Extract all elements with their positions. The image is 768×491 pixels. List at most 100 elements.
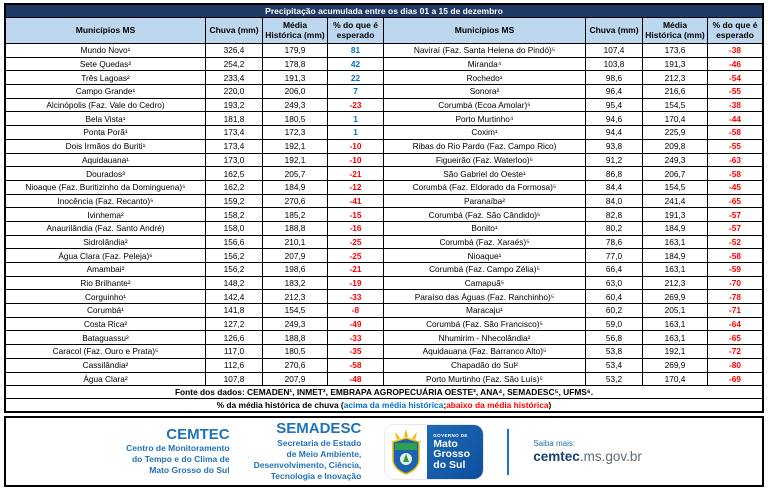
- percent-of-expected-cell: -78: [708, 290, 762, 305]
- rain-value-cell: 158,0: [206, 221, 263, 236]
- rain-value-cell: 181,8: [206, 112, 263, 127]
- municipality-cell: Costa Rica²: [6, 317, 206, 332]
- municipality-cell: Corumbá (Faz. Xaraés)⁵: [384, 235, 586, 250]
- rain-value-cell: 142,4: [206, 290, 263, 305]
- rain-value-cell: 86,8: [586, 167, 643, 181]
- rain-value-cell: 158,2: [206, 208, 263, 222]
- historical-average-cell: 225,9: [643, 126, 708, 140]
- historical-average-cell: 191,3: [643, 57, 708, 72]
- percent-of-expected-cell: -38: [708, 98, 762, 113]
- percent-of-expected-cell: -48: [328, 372, 384, 387]
- header-municipality-right: Municípios MS: [384, 18, 586, 44]
- rain-value-cell: 173,4: [206, 126, 263, 140]
- percent-of-expected-cell: -70: [708, 276, 762, 291]
- municipality-cell: Figueirão (Faz. Waterloo)⁵: [384, 153, 586, 168]
- percent-of-expected-cell: -69: [708, 372, 762, 387]
- rain-value-cell: 173,4: [206, 139, 263, 154]
- percent-of-expected-cell: -10: [328, 153, 384, 168]
- municipality-cell: Nioaque (Faz. Buritizinho da Dominguena)…: [6, 180, 206, 195]
- rain-value-cell: 103,8: [586, 57, 643, 72]
- municipality-cell: Rio Brilhante²: [6, 276, 206, 291]
- table-title: Precipitação acumulada entre os dias 01 …: [6, 5, 762, 18]
- percent-of-expected-cell: -80: [708, 358, 762, 373]
- saiba-mais-label: Saiba mais:: [533, 439, 576, 449]
- website-bold-part: cemtec: [533, 449, 580, 465]
- historical-average-cell: 270,6: [263, 194, 328, 209]
- header-pct-right: % do que é esperado: [708, 18, 762, 44]
- percent-of-expected-cell: -38: [708, 44, 762, 58]
- percent-of-expected-cell: -72: [708, 345, 762, 359]
- municipality-cell: Corumbá (Faz. São Francisco)⁵: [384, 317, 586, 332]
- rain-value-cell: 60,2: [586, 304, 643, 318]
- cemtec-website-link[interactable]: cemtec.ms.gov.br: [533, 449, 642, 464]
- historical-average-cell: 191,3: [263, 71, 328, 86]
- cemtec-desc-line: Mato Grosso do Sul: [149, 465, 230, 476]
- historical-average-cell: 180,5: [263, 345, 328, 359]
- rain-value-cell: 82,8: [586, 208, 643, 222]
- rain-value-cell: 56,8: [586, 331, 643, 346]
- rain-value-cell: 233,4: [206, 71, 263, 86]
- municipality-cell: Alcinópolis (Faz. Vale do Cedro): [6, 98, 206, 113]
- percent-of-expected-cell: -44: [708, 112, 762, 127]
- percent-of-expected-cell: -55: [708, 85, 762, 99]
- historical-average-cell: 212,3: [643, 276, 708, 291]
- semadesc-desc-line: Secretaria de Estado: [277, 437, 362, 448]
- rain-value-cell: 159,2: [206, 194, 263, 209]
- percent-of-expected-cell: -41: [328, 194, 384, 209]
- governo-line: Mato: [433, 437, 458, 450]
- historical-average-cell: 154,5: [643, 98, 708, 113]
- historical-average-cell: 178,8: [263, 57, 328, 72]
- percent-of-expected-cell: -49: [328, 317, 384, 332]
- municipality-cell: Bela Vista¹: [6, 112, 206, 127]
- rain-value-cell: 84,4: [586, 180, 643, 195]
- rain-value-cell: 66,4: [586, 263, 643, 277]
- governo-ms-logo-text: GOVERNO DE Mato Grosso do Sul: [427, 424, 484, 479]
- historical-average-cell: 172,3: [263, 126, 328, 140]
- historical-average-cell: 163,1: [643, 317, 708, 332]
- municipality-cell: Nioaque¹: [384, 249, 586, 263]
- municipality-cell: Porto Murtinho⁴: [384, 112, 586, 127]
- municipality-cell: Coxim¹: [384, 126, 586, 140]
- historical-average-cell: 179,9: [263, 44, 328, 58]
- semadesc-desc-line: Desenvolvimento, Ciência,: [253, 459, 362, 470]
- rain-value-cell: 141,8: [206, 304, 263, 318]
- municipality-cell: Maracaju¹: [384, 304, 586, 318]
- historical-average-cell: 185,2: [263, 208, 328, 222]
- rain-value-cell: 53,8: [586, 345, 643, 359]
- municipality-cell: Ponta Porã¹: [6, 126, 206, 140]
- historical-average-cell: 180,5: [263, 112, 328, 127]
- municipality-cell: Sonora²: [384, 85, 586, 99]
- header-rain-left: Chuva (mm): [206, 18, 263, 44]
- cemtec-desc-line: do Tempo e do Clima de: [131, 454, 230, 465]
- municipality-cell: Cassilândia²: [6, 358, 206, 373]
- vertical-divider: [507, 428, 510, 475]
- municipality-cell: Nhumirim - Nhecolândia²: [384, 331, 586, 346]
- legend-above-average: acima da média histórica: [343, 399, 444, 410]
- historical-average-cell: 188,8: [263, 221, 328, 236]
- municipality-cell: Corumbá (Faz. Campo Zélia)⁵: [384, 263, 586, 277]
- municipality-cell: Campo Grande¹: [6, 85, 206, 99]
- rain-value-cell: 53,4: [586, 358, 643, 373]
- rain-value-cell: 156,2: [206, 249, 263, 263]
- rain-value-cell: 94,4: [586, 126, 643, 140]
- percent-of-expected-cell: -58: [708, 167, 762, 181]
- historical-average-cell: 191,3: [643, 208, 708, 222]
- municipality-cell: Porto Murtinho (Faz. São Luís)⁵: [384, 372, 586, 387]
- percent-of-expected-cell: -65: [708, 194, 762, 209]
- percent-of-expected-cell: -63: [708, 153, 762, 168]
- historical-average-cell: 212,3: [263, 290, 328, 305]
- percent-of-expected-cell: -25: [328, 235, 384, 250]
- percent-of-expected-cell: -45: [708, 180, 762, 195]
- rain-value-cell: 162,5: [206, 167, 263, 181]
- header-municipality-left: Municípios MS: [6, 18, 206, 44]
- rain-value-cell: 59,0: [586, 317, 643, 332]
- historical-average-cell: 192,1: [263, 153, 328, 168]
- rain-value-cell: 254,2: [206, 57, 263, 72]
- municipality-cell: Água Clara²: [6, 372, 206, 387]
- website-rest-part: .ms.gov.br: [579, 449, 642, 465]
- percent-of-expected-cell: -10: [328, 139, 384, 154]
- percent-of-expected-cell: -25: [328, 249, 384, 263]
- percent-of-expected-cell: -12: [328, 180, 384, 195]
- municipality-cell: Corguinho¹: [6, 290, 206, 305]
- historical-average-cell: 170,4: [643, 112, 708, 127]
